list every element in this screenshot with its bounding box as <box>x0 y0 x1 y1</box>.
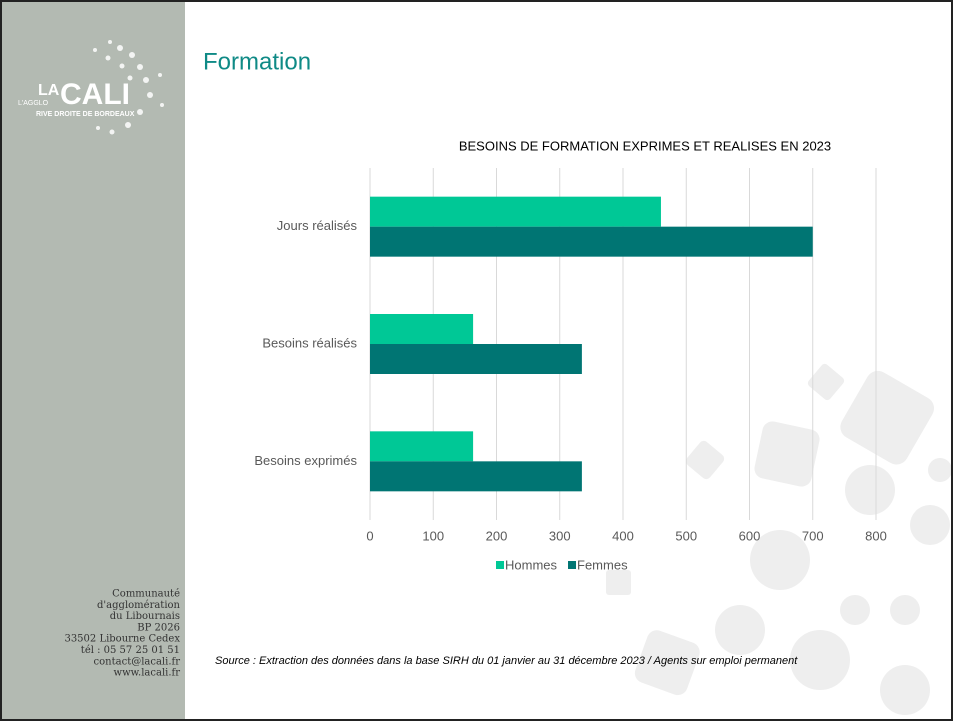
logo-cali: CALI <box>60 78 130 111</box>
address-line: d'agglomération <box>97 600 181 611</box>
bar <box>370 344 582 374</box>
x-tick-label: 600 <box>739 528 761 543</box>
source: Source : Extraction des données dans la … <box>215 655 798 667</box>
bar <box>370 314 474 344</box>
decoration <box>606 363 952 715</box>
legend-label: Hommes <box>505 557 558 572</box>
address-line: du Libournais <box>110 611 180 622</box>
address-line: tél : 05 57 25 01 51 <box>81 645 180 656</box>
x-tick-label: 800 <box>865 528 887 543</box>
legend-swatch <box>568 561 577 569</box>
x-tick-label: 300 <box>549 528 571 543</box>
legend-label: Femmes <box>577 557 628 572</box>
x-tick-label: 500 <box>675 528 697 543</box>
x-tick-label: 200 <box>486 528 508 543</box>
x-tick-label: 700 <box>802 528 824 543</box>
x-tick-label: 400 <box>612 528 634 543</box>
chart-title: BESOINS DE FORMATION EXPRIMES ET REALISE… <box>459 138 831 153</box>
bar <box>370 196 661 227</box>
sidebar <box>0 0 185 721</box>
bar <box>370 431 474 462</box>
y-tick-label: Besoins réalisés <box>262 335 357 350</box>
bar <box>370 226 813 257</box>
bar <box>370 461 582 492</box>
address-line: contact@lacali.fr <box>94 656 181 667</box>
x-tick-label: 0 <box>366 528 373 543</box>
logo-la: LA <box>38 82 60 99</box>
logo: LA CALI L'AGGLO RIVE DROITE DE BORDEAUX <box>18 40 164 135</box>
y-tick-label: Jours réalisés <box>277 218 358 233</box>
logo-tagline: RIVE DROITE DE BORDEAUX <box>36 111 135 118</box>
address-line: Communauté <box>112 589 180 600</box>
legend-swatch <box>496 561 504 569</box>
logo-agglo: L'AGGLO <box>18 100 49 107</box>
x-tick-label: 100 <box>422 528 444 543</box>
address-line: www.lacali.fr <box>114 668 181 679</box>
y-tick-label: Besoins exprimés <box>254 453 357 468</box>
address-line: 33502 Libourne Cedex <box>64 634 180 645</box>
address-line: BP 2026 <box>137 622 180 633</box>
page-title: Formation <box>203 48 311 75</box>
